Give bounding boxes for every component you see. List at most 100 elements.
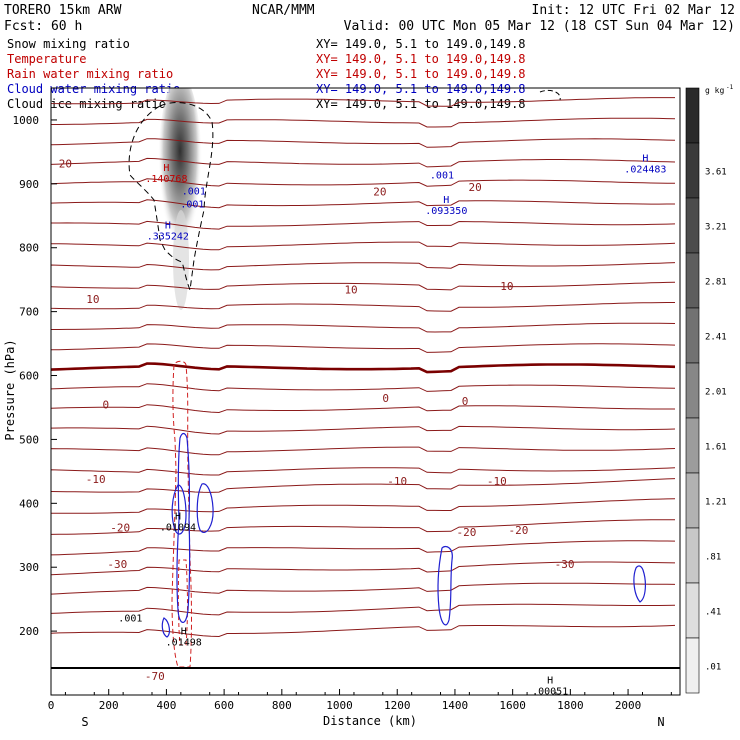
colorbar-tick-label: .01 [705, 663, 721, 673]
maximum-marker: H [443, 195, 449, 206]
maximum-value: .093350 [425, 206, 467, 217]
colorbar-tick-label: .81 [705, 553, 721, 563]
isotherm-line [51, 467, 676, 476]
isotherm-line [51, 178, 676, 187]
color-scale-bar: 3.61 3.21 2.81 2.41 2.01 1.61 1.21 .81 .41 .01 [685, 87, 727, 694]
colorbar-segment [685, 197, 700, 254]
legend-label: Rain water mixing ratio [7, 67, 173, 81]
isotherm-line [51, 383, 676, 392]
temperature-label: -20 [457, 526, 477, 539]
contour-value-label: .001 [430, 171, 454, 182]
x-tick-label: 0 [48, 699, 55, 712]
colorbar-tick-label: 1.61 [705, 443, 727, 453]
temperature-label: 20 [469, 181, 482, 194]
temperature-labels: -70 -30 -30 -20 -20 -20 -10 -10 -10 0 0 0 10 10 10 20 20… [59, 157, 575, 682]
isotherm-line [51, 624, 676, 638]
x-tick-label: 1000 [326, 699, 353, 712]
colorbar-segment [685, 472, 700, 529]
contour-value-label: .001 [180, 199, 204, 210]
colorbar-segment [685, 87, 700, 144]
colorbar-segment [685, 142, 700, 199]
colorbar-tick-label: .41 [705, 608, 721, 618]
temperature-label: -10 [387, 475, 407, 488]
y-tick-label: 900 [19, 178, 39, 191]
colorbar-segment [685, 417, 700, 474]
temperature-label: 0 [462, 395, 469, 408]
isotherm-line [51, 157, 676, 168]
field-legend: Snow mixing ratio XY= 149.0, 5.1 to 149.0… [7, 37, 526, 111]
isotherm-line [51, 425, 676, 435]
isotherm-line [51, 343, 676, 353]
x-tick-label: 800 [272, 699, 292, 712]
x-tick-label: 1600 [499, 699, 526, 712]
cloud-water-contour-right [196, 483, 214, 533]
temperature-label: 20 [59, 157, 72, 170]
temperature-label: 0 [103, 398, 110, 411]
x-tick-label: 1800 [557, 699, 584, 712]
legend-label: Temperature [7, 52, 86, 66]
cloud-water-contour-north [633, 565, 646, 603]
colorbar-tick-label: 3.61 [705, 168, 727, 178]
plot-frame [50, 87, 681, 696]
y-tick-label: 300 [19, 561, 39, 574]
snow-shading-core [158, 88, 202, 265]
isotherm-line [51, 117, 676, 128]
y-tick-label: 800 [19, 242, 39, 255]
model-title: TORERO 15km ARW [4, 3, 122, 18]
y-tick-label: 200 [19, 625, 39, 638]
x-tick-label: 1400 [442, 699, 469, 712]
maximum-value: .00051 [532, 686, 568, 697]
x-axis: 0 200 400 600 800 1000 1200 1400 1600 1800 2000 [48, 689, 672, 712]
isotherm-line [51, 138, 676, 148]
freezing-isotherm [51, 362, 676, 374]
y-axis-title: Pressure (hPa) [3, 339, 17, 440]
isotherm-line [51, 281, 676, 291]
rain-contour-inner [177, 559, 188, 646]
maximum-marker: H [175, 511, 181, 522]
cloud-water-contour-lower-left [161, 617, 170, 638]
center-title: NCAR/MMM [252, 3, 315, 18]
isotherm-line [51, 199, 675, 209]
y-tick-label: 700 [19, 306, 39, 319]
contour-value-label: .001 [118, 614, 142, 625]
temperature-label: 10 [500, 280, 513, 293]
isotherm-line [51, 302, 675, 312]
isotherm-line [51, 540, 676, 556]
temperature-label: -10 [86, 473, 106, 486]
colorbar-tick-label: 2.41 [705, 333, 727, 343]
temperature-label: -30 [555, 558, 575, 571]
maximum-value: .01094 [160, 522, 196, 533]
isotherm-line [51, 582, 676, 595]
temperature-label: -30 [107, 558, 127, 571]
snow-shading-tail [173, 210, 189, 310]
isotherm-line [51, 404, 675, 414]
colorbar-tick-label: 1.21 [705, 498, 727, 508]
cloud-ice-contour [128, 102, 214, 292]
isotherm-line [51, 519, 675, 535]
isotherm-line [51, 603, 676, 616]
temperature-label: 20 [373, 186, 386, 199]
colorbar-segment [685, 362, 700, 419]
y-axis: 200 300 400 500 600 700 800 900 1000 [13, 114, 57, 638]
y-tick-label: 500 [19, 433, 39, 446]
x-tick-label: 200 [99, 699, 119, 712]
temperature-label: -20 [110, 522, 130, 535]
legend-coords: XY= 149.0, 5.1 to 149.0,149.8 [316, 37, 526, 51]
temperature-label: 10 [86, 293, 99, 306]
colorbar-unit-exponent: -1 [726, 84, 734, 91]
colorbar-unit: g kg [705, 86, 724, 95]
x-tick-label: 2000 [615, 699, 642, 712]
forecast-hour: Fcst: 60 h [4, 19, 82, 34]
field-maxima: H.01498H.01094H.00051H.335242H.093350H.0… [145, 153, 666, 697]
cloud-water-contour-left [171, 484, 187, 535]
maximum-value: .024483 [624, 164, 666, 175]
legend-label: Cloud water mixing ratio [7, 82, 180, 96]
temperature-label: 0 [382, 392, 389, 405]
x-tick-label: 1200 [384, 699, 411, 712]
colorbar-segment [685, 527, 700, 584]
cloud-water-contour-mid [437, 545, 453, 626]
colorbar-tick-label: 2.01 [705, 388, 727, 398]
maximum-marker: H [181, 626, 187, 637]
valid-time: Valid: 00 UTC Mon 05 Mar 12 (18 CST Sun … [344, 19, 735, 34]
